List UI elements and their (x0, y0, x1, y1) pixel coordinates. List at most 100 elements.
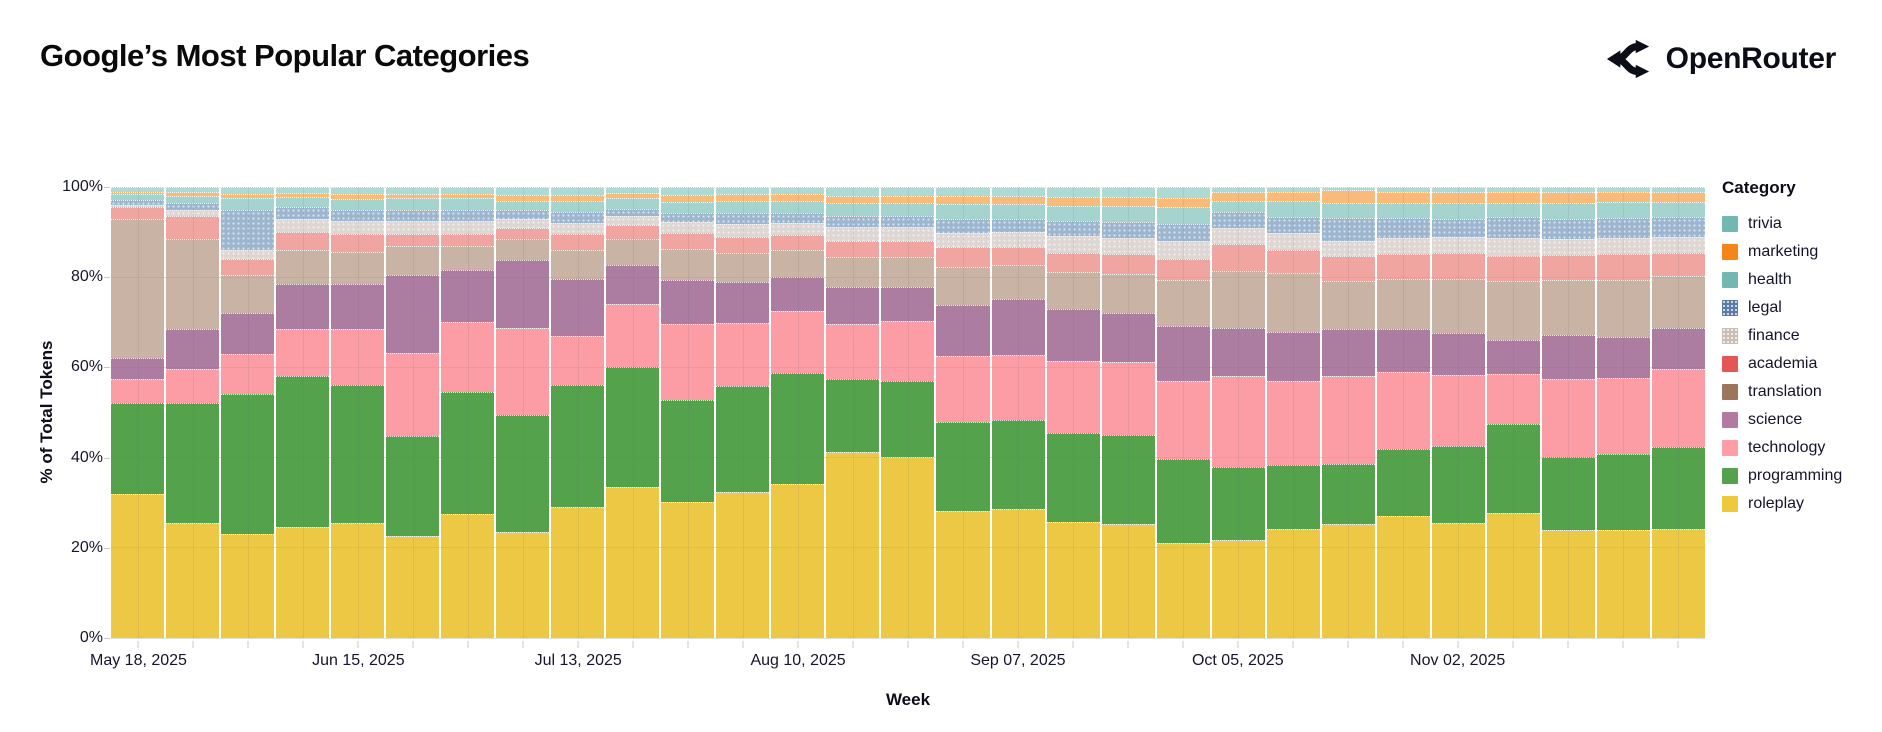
bar-segment-translation[interactable] (1046, 272, 1100, 310)
bar-segment-roleplay[interactable] (1321, 523, 1375, 638)
bar-segment-finance[interactable] (1266, 232, 1320, 250)
bar-segment-technology[interactable] (881, 321, 935, 382)
bar-segment-legal[interactable] (166, 202, 220, 210)
bar-segment-legal[interactable] (936, 219, 990, 234)
bar-segment-science[interactable] (1541, 335, 1595, 379)
bar-segment-programming[interactable] (1156, 459, 1210, 543)
bar-segment-academia[interactable] (716, 236, 770, 253)
bar-segment-technology[interactable] (111, 378, 165, 404)
bar-segment-legal[interactable] (826, 215, 880, 228)
bar-segment-finance[interactable] (441, 220, 495, 235)
bar-segment-academia[interactable] (881, 241, 935, 258)
bar-segment-science[interactable] (1596, 336, 1650, 379)
bar-segment-translation[interactable] (111, 218, 165, 359)
bar-segment-marketing[interactable] (1211, 191, 1265, 201)
bar-segment-academia[interactable] (606, 225, 660, 239)
bar-segment-science[interactable] (331, 283, 385, 329)
bar-segment-science[interactable] (276, 283, 330, 329)
bar-segment-translation[interactable] (386, 245, 440, 275)
bar-segment-marketing[interactable] (221, 193, 275, 199)
bar-segment-health[interactable] (1596, 202, 1650, 218)
bar-segment-translation[interactable] (991, 265, 1045, 300)
bar-segment-health[interactable] (1101, 205, 1155, 223)
bar-segment-roleplay[interactable] (1046, 521, 1100, 638)
bar-segment-programming[interactable] (1046, 433, 1100, 522)
bar-segment-translation[interactable] (1266, 273, 1320, 332)
bar-segment-finance[interactable] (1431, 237, 1485, 254)
bar-segment-technology[interactable] (661, 323, 715, 400)
bar-segment-roleplay[interactable] (1266, 529, 1320, 638)
bar-segment-science[interactable] (166, 329, 220, 370)
bar-segment-health[interactable] (991, 203, 1045, 219)
bar-segment-marketing[interactable] (1321, 189, 1375, 203)
bar-segment-technology[interactable] (606, 304, 660, 368)
bar-segment-translation[interactable] (496, 238, 550, 261)
bar-segment-health[interactable] (1156, 207, 1210, 225)
bar-segment-health[interactable] (496, 200, 550, 211)
bar-segment-programming[interactable] (496, 414, 550, 532)
bar-segment-legal[interactable] (661, 212, 715, 222)
bar-segment-programming[interactable] (276, 376, 330, 528)
bar-segment-academia[interactable] (1156, 258, 1210, 281)
bar-segment-translation[interactable] (1541, 280, 1595, 336)
bar-segment-roleplay[interactable] (111, 493, 165, 638)
bar-segment-marketing[interactable] (331, 193, 385, 200)
bar-segment-technology[interactable] (716, 323, 770, 386)
bar-segment-science[interactable] (1156, 325, 1210, 381)
bar-segment-health[interactable] (1376, 202, 1430, 218)
bar-segment-finance[interactable] (331, 220, 385, 235)
bar-segment-programming[interactable] (936, 422, 990, 512)
bar-segment-academia[interactable] (991, 247, 1045, 266)
bar-segment-roleplay[interactable] (1156, 542, 1210, 638)
bar-segment-science[interactable] (441, 270, 495, 323)
bar-segment-legal[interactable] (441, 209, 495, 221)
bar-segment-legal[interactable] (386, 209, 440, 221)
bar-segment-marketing[interactable] (1376, 191, 1430, 203)
bar-segment-programming[interactable] (716, 385, 770, 492)
bar-segment-science[interactable] (1651, 328, 1705, 370)
bar-segment-programming[interactable] (1541, 456, 1595, 531)
bar-segment-technology[interactable] (1541, 378, 1595, 457)
bar-segment-health[interactable] (661, 201, 715, 213)
bar-segment-health[interactable] (166, 196, 220, 203)
bar-segment-science[interactable] (826, 286, 880, 324)
bar-segment-health[interactable] (606, 198, 660, 209)
bar-segment-legal[interactable] (221, 209, 275, 251)
bar-segment-translation[interactable] (716, 252, 770, 283)
bar-segment-translation[interactable] (441, 245, 495, 271)
bar-segment-programming[interactable] (1651, 446, 1705, 529)
bar-segment-roleplay[interactable] (441, 513, 495, 638)
bar-segment-marketing[interactable] (1046, 197, 1100, 206)
bar-segment-finance[interactable] (166, 209, 220, 217)
bar-segment-translation[interactable] (1596, 279, 1650, 337)
bar-segment-finance[interactable] (991, 232, 1045, 248)
bar-segment-roleplay[interactable] (386, 536, 440, 638)
bar-segment-marketing[interactable] (551, 194, 605, 201)
bar-segment-legal[interactable] (1211, 211, 1265, 228)
bar-segment-science[interactable] (111, 358, 165, 379)
bar-segment-roleplay[interactable] (1651, 528, 1705, 638)
bar-segment-finance[interactable] (1156, 241, 1210, 259)
bar-segment-health[interactable] (936, 204, 990, 220)
bar-segment-technology[interactable] (496, 327, 550, 415)
bar-segment-science[interactable] (661, 280, 715, 324)
bar-segment-marketing[interactable] (1156, 197, 1210, 208)
bar-segment-health[interactable] (276, 197, 330, 208)
bar-segment-translation[interactable] (1101, 274, 1155, 314)
bar-segment-legal[interactable] (1266, 216, 1320, 233)
bar-segment-academia[interactable] (936, 246, 990, 267)
bar-segment-science[interactable] (1266, 331, 1320, 382)
bar-segment-science[interactable] (881, 286, 935, 322)
bar-segment-technology[interactable] (771, 310, 825, 374)
bar-segment-trivia[interactable] (276, 187, 330, 193)
bar-segment-legal[interactable] (1431, 219, 1485, 238)
bar-segment-technology[interactable] (1321, 375, 1375, 464)
bar-segment-marketing[interactable] (991, 196, 1045, 204)
bar-segment-trivia[interactable] (991, 187, 1045, 197)
bar-segment-technology[interactable] (166, 369, 220, 403)
bar-segment-academia[interactable] (111, 207, 165, 219)
bar-segment-health[interactable] (1431, 203, 1485, 220)
bar-segment-science[interactable] (1376, 328, 1430, 372)
bar-segment-roleplay[interactable] (991, 509, 1045, 638)
bar-segment-roleplay[interactable] (221, 534, 275, 638)
